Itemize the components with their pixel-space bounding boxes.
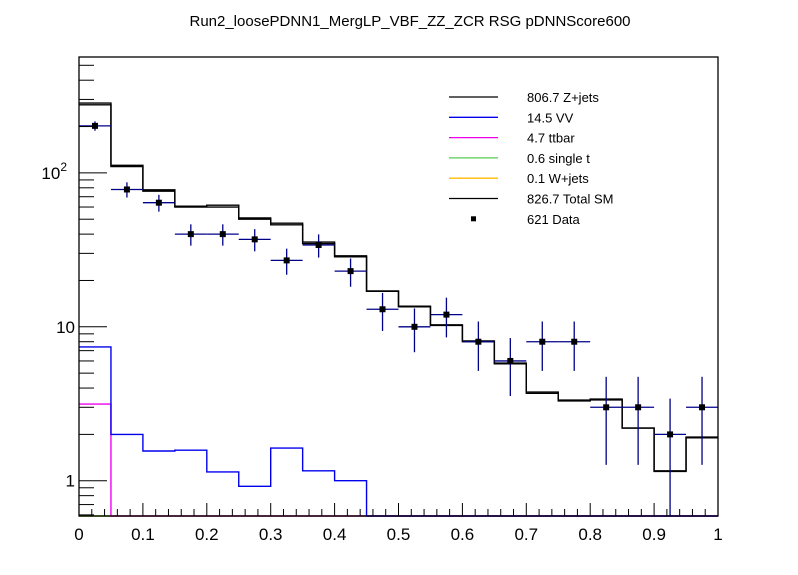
data-point bbox=[526, 321, 559, 371]
data-marker bbox=[443, 311, 450, 318]
legend-label: 0.1 W+jets bbox=[527, 171, 589, 186]
x-tick-label: 0.4 bbox=[323, 525, 347, 544]
legend-entry: 0.1 W+jets bbox=[449, 171, 589, 186]
x-tick-label: 1 bbox=[713, 525, 722, 544]
legend-entry: 826.7 Total SM bbox=[449, 192, 613, 207]
legend-label: 14.5 VV bbox=[527, 110, 574, 125]
data-point bbox=[590, 376, 623, 465]
data-point bbox=[622, 376, 655, 465]
data-point bbox=[206, 224, 239, 246]
data-point bbox=[110, 182, 143, 198]
y-tick-exponent: 2 bbox=[60, 160, 67, 174]
y-tick-label: 10 bbox=[56, 318, 75, 337]
x-tick-label: 0 bbox=[74, 525, 83, 544]
data-point bbox=[654, 398, 687, 516]
data-point bbox=[79, 121, 111, 131]
legend-label: 621 Data bbox=[527, 212, 581, 227]
x-tick-label: 0.7 bbox=[514, 525, 538, 544]
x-tick-label: 0.6 bbox=[451, 525, 475, 544]
x-tick-label: 0.3 bbox=[259, 525, 283, 544]
data-point bbox=[302, 234, 335, 258]
data-point bbox=[494, 338, 527, 397]
data-marker bbox=[635, 404, 642, 411]
data-point bbox=[270, 248, 303, 275]
histogram-vv bbox=[79, 346, 718, 517]
legend-entry: 0.6 single t bbox=[449, 151, 590, 166]
data-point bbox=[334, 258, 367, 287]
data-point bbox=[174, 224, 207, 246]
x-tick-label: 0.9 bbox=[642, 525, 666, 544]
legend-label: 4.7 ttbar bbox=[527, 131, 575, 146]
legend-entry: 4.7 ttbar bbox=[449, 131, 575, 146]
data-marker bbox=[347, 268, 354, 275]
x-tick-label: 0.8 bbox=[578, 525, 602, 544]
data-point bbox=[366, 292, 399, 331]
data-marker bbox=[571, 338, 578, 345]
data-marker bbox=[379, 306, 386, 313]
data-marker bbox=[699, 404, 706, 411]
x-tick-label: 0.2 bbox=[195, 525, 219, 544]
legend: 806.7 Z+jets 14.5 VV 4.7 ttbar 0.6 single t… bbox=[449, 90, 613, 227]
legend-entry: 621 Data bbox=[471, 212, 581, 227]
chart-title: Run2_loosePDNN1_MergLP_VBF_ZZ_ZCR RSG pD… bbox=[189, 13, 630, 30]
data-marker bbox=[123, 186, 130, 193]
data-point bbox=[238, 229, 271, 252]
data-marker bbox=[219, 231, 226, 238]
data-marker bbox=[475, 338, 482, 345]
legend-label: 0.6 single t bbox=[527, 151, 590, 166]
data-point bbox=[462, 321, 495, 371]
data-marker bbox=[603, 404, 610, 411]
y-tick-label: 1 bbox=[66, 472, 75, 491]
x-tick-label: 0.5 bbox=[387, 525, 411, 544]
y-tick-label: 102 bbox=[41, 160, 67, 183]
legend-entry: 14.5 VV bbox=[449, 110, 574, 125]
plot-frame bbox=[78, 56, 719, 517]
data-point bbox=[686, 376, 718, 465]
data-point bbox=[142, 194, 175, 212]
histogram-total-sm bbox=[79, 102, 718, 472]
data-marker bbox=[507, 357, 514, 364]
data-marker bbox=[315, 241, 322, 248]
data-point bbox=[398, 308, 431, 353]
legend-marker bbox=[471, 216, 476, 222]
data-marker bbox=[251, 236, 258, 243]
x-axis: 0 0.1 0.2 0.3 0.4 0.5 0.6 0.7 0.8 0.9 1 bbox=[74, 503, 723, 544]
data-marker bbox=[411, 323, 418, 330]
data-marker bbox=[539, 338, 546, 345]
data-marker bbox=[667, 431, 674, 438]
data-marker bbox=[283, 257, 290, 264]
data-marker bbox=[91, 122, 98, 129]
x-tick-label: 0.1 bbox=[131, 525, 155, 544]
data-marker bbox=[155, 199, 162, 206]
legend-entry: 806.7 Z+jets bbox=[449, 90, 599, 105]
legend-label: 806.7 Z+jets bbox=[527, 90, 599, 105]
data-point bbox=[430, 297, 463, 338]
data-points bbox=[79, 121, 718, 516]
legend-label: 826.7 Total SM bbox=[527, 192, 613, 207]
data-marker bbox=[187, 231, 194, 238]
y-tick-base: 10 bbox=[41, 164, 60, 183]
data-point bbox=[558, 321, 591, 371]
